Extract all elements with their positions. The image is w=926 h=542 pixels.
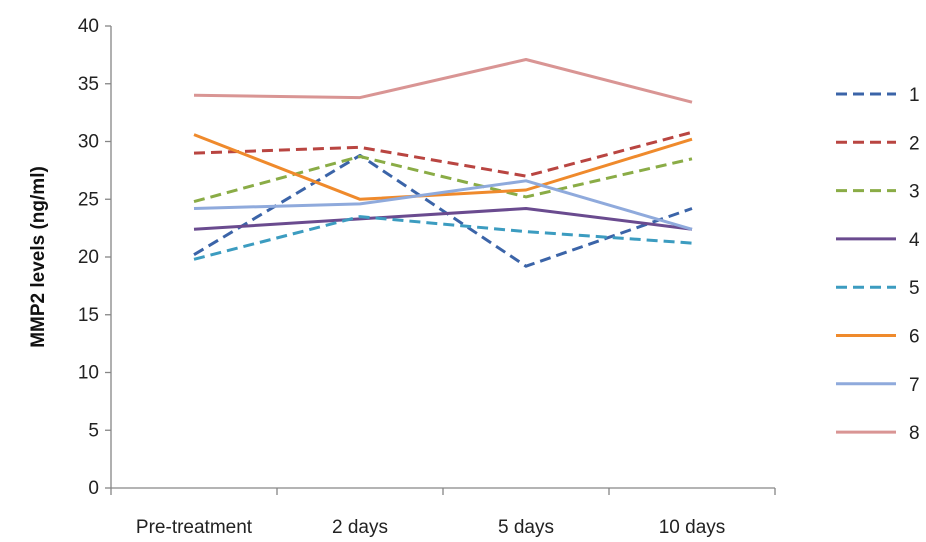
- legend: 1 2 3 4 5 6 7 8: [836, 85, 920, 444]
- y-tick-label: 35: [78, 74, 99, 95]
- y-tick-label: 5: [88, 420, 99, 441]
- plot-area: 0 5 10 15 20 25 30 35 40 Pre-treatment 2 days 5 day…: [78, 16, 776, 538]
- series-line-3: [193, 155, 693, 204]
- series-line-1: [193, 153, 693, 268]
- legend-label-7: 7: [909, 375, 920, 396]
- y-tick-label: 10: [78, 363, 99, 384]
- y-tick-label: 20: [78, 247, 99, 268]
- legend-label-5: 5: [909, 278, 920, 299]
- x-tick-label: 2 days: [332, 517, 388, 538]
- series-line-5: [193, 215, 693, 261]
- legend-label-8: 8: [909, 423, 920, 444]
- y-tick-label: 25: [78, 189, 99, 210]
- x-tick-label: 10 days: [659, 517, 726, 538]
- legend-label-1: 1: [909, 85, 920, 106]
- legend-label-2: 2: [909, 133, 920, 154]
- x-tick-label: Pre-treatment: [136, 517, 253, 538]
- series-line-7: [193, 179, 693, 231]
- y-tick-label: 0: [88, 478, 99, 499]
- series-line-4: [193, 207, 693, 231]
- legend-label-4: 4: [909, 230, 920, 251]
- series-line-6: [193, 133, 693, 201]
- legend-label-6: 6: [909, 327, 920, 348]
- series-line-2: [193, 130, 693, 178]
- x-tick-label: 5 days: [498, 517, 554, 538]
- y-tick-label: 15: [78, 305, 99, 326]
- series-line-8: [193, 58, 693, 104]
- y-tick-label: 40: [78, 16, 99, 37]
- legend-label-3: 3: [909, 182, 920, 203]
- y-tick-label: 30: [78, 132, 99, 153]
- y-axis-title: MMP2 levels (ng/ml): [28, 166, 49, 348]
